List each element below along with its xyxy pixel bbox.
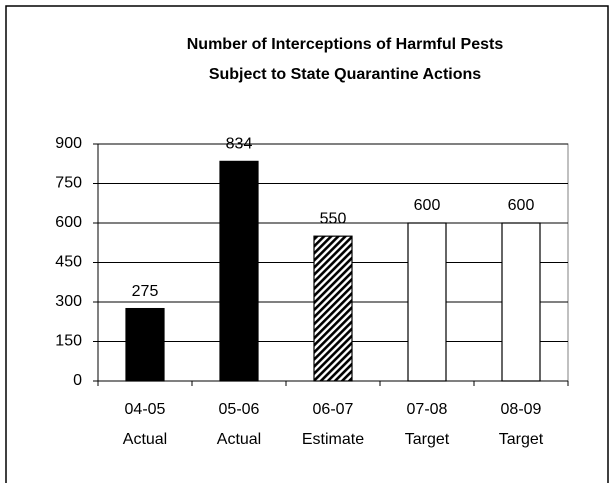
data-label: 834 — [226, 136, 253, 153]
y-tick-label: 300 — [55, 293, 82, 310]
x-tick-label: Target — [405, 431, 450, 448]
frame — [5, 5, 609, 483]
x-tick-label: Actual — [217, 431, 261, 448]
x-tick-label: 05-06 — [219, 401, 260, 418]
x-tick-label: 08-09 — [501, 401, 542, 418]
data-label: 550 — [320, 210, 347, 227]
x-tick-label: 07-08 — [407, 401, 448, 418]
x-tick-label: Target — [499, 431, 544, 448]
data-label: 600 — [508, 197, 535, 214]
bar — [219, 160, 259, 382]
bar — [407, 222, 447, 382]
x-tick-label: 06-07 — [313, 401, 354, 418]
x-tick-label: 04-05 — [125, 401, 166, 418]
y-tick-label: 0 — [73, 372, 82, 389]
y-tick-label: 150 — [55, 333, 82, 350]
bar — [313, 235, 353, 382]
x-tick-label: Actual — [123, 431, 167, 448]
bar — [501, 222, 541, 382]
data-label: 600 — [414, 197, 441, 214]
data-label: 275 — [132, 283, 159, 300]
chart-title: Subject to State Quarantine Actions — [209, 66, 481, 83]
y-tick-label: 600 — [55, 214, 82, 231]
bar — [125, 307, 165, 382]
y-tick-label: 450 — [55, 254, 82, 271]
y-tick-label: 900 — [55, 135, 82, 152]
y-tick-label: 750 — [55, 175, 82, 192]
x-tick-label: Estimate — [302, 431, 364, 448]
chart-title: Number of Interceptions of Harmful Pests — [187, 36, 504, 53]
